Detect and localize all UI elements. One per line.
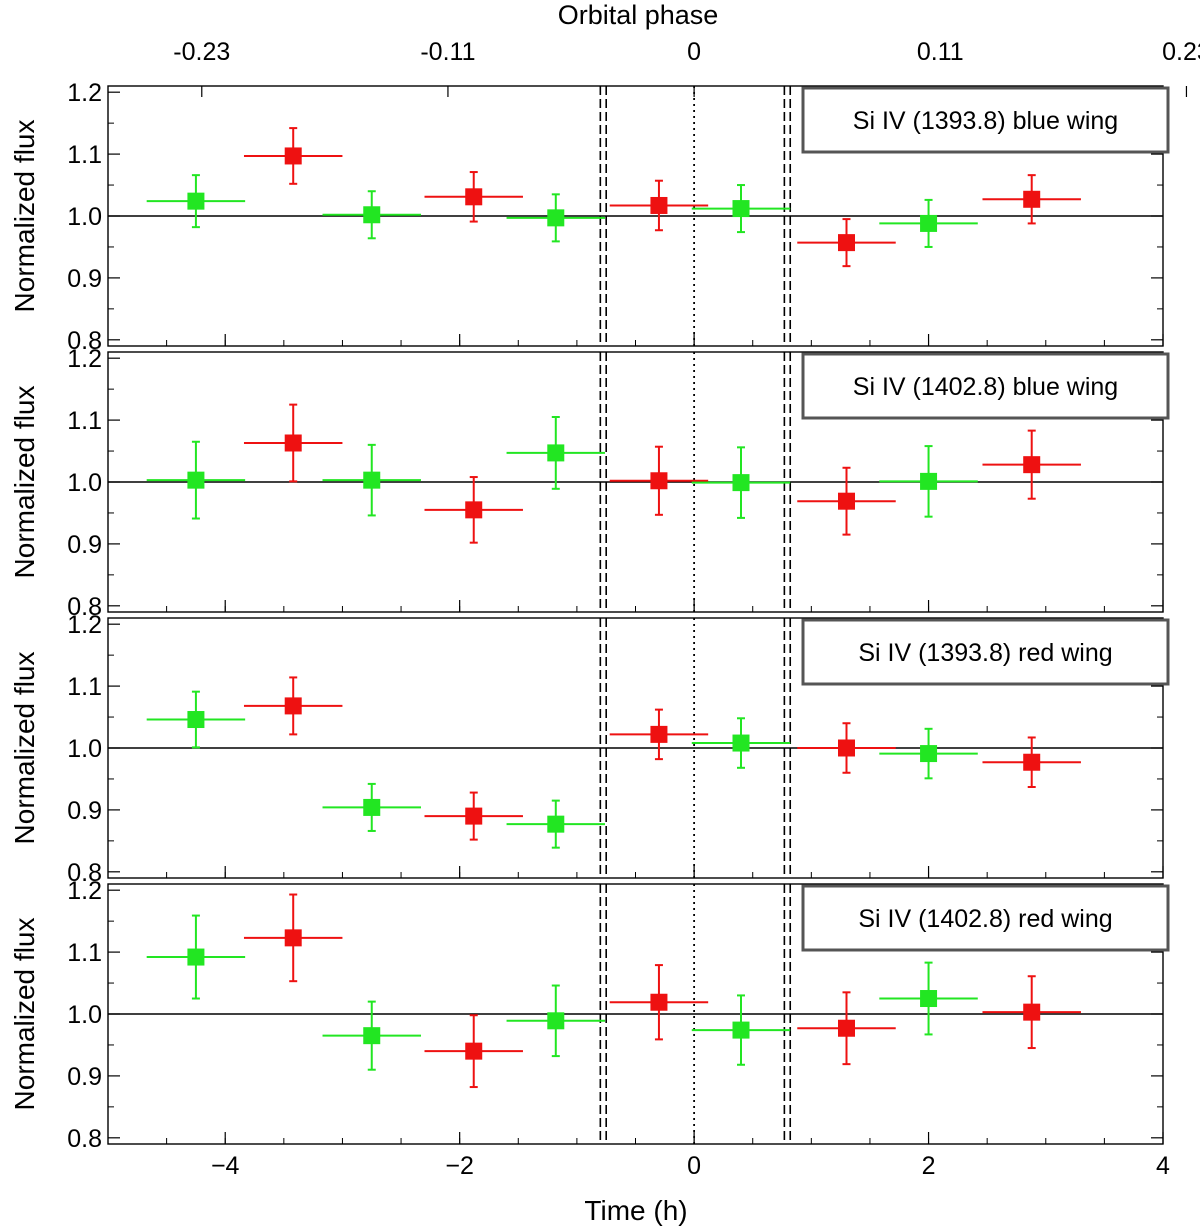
data-point [838,1019,855,1037]
y-tick-label: 0.9 [67,265,102,293]
data-point [732,734,750,752]
x-tick-label: 2 [922,1152,936,1180]
data-point [732,1021,750,1039]
data-point [732,200,750,218]
data-point [547,444,565,462]
y-axis-title: Normalized flux [9,120,40,313]
y-tick-label: 1.2 [67,877,102,905]
data-point [920,745,938,763]
data-point [187,711,205,729]
y-tick-label: 1.1 [67,673,102,701]
data-point [732,474,750,492]
y-tick-label: 1.0 [67,735,102,763]
x-axis-title: Time (h) [584,1195,687,1226]
data-point [547,815,565,833]
panel-title: Si IV (1393.8) blue wing [853,107,1118,135]
data-point [920,214,938,232]
data-point [284,147,302,165]
data-point [284,697,302,715]
y-tick-label: 0.8 [67,859,102,887]
top-tick-label: 0.11 [917,38,964,66]
data-point [363,206,381,224]
data-point [187,948,205,966]
data-point [284,434,302,452]
y-tick-label: 1.0 [67,469,102,497]
top-axis-title: Orbital phase [558,0,719,30]
data-point [465,807,483,825]
top-tick-label: -0.23 [173,38,230,66]
data-point [1023,1003,1041,1021]
y-tick-label: 0.8 [67,593,102,621]
y-tick-label: 1.1 [67,939,102,967]
data-point [547,1012,565,1030]
data-point [650,196,668,214]
panel-label-box [801,86,1170,154]
y-axis-title: Normalized flux [9,652,40,845]
y-tick-label: 1.2 [67,611,102,639]
y-tick-label: 0.8 [67,1125,102,1153]
y-tick-label: 0.9 [67,531,102,559]
y-tick-label: 1.2 [67,79,102,107]
y-tick-label: 1.1 [67,141,102,169]
x-tick-label: −2 [445,1152,474,1180]
data-point [838,739,855,757]
data-point [363,471,381,489]
data-point [187,471,205,489]
x-tick-label: −4 [211,1152,240,1180]
x-tick-label: 4 [1156,1152,1170,1180]
top-tick-label: 0.23 [1162,38,1200,66]
data-point [1023,190,1041,208]
data-point [838,492,855,510]
data-point [650,725,668,743]
panel-title: Si IV (1402.8) blue wing [853,373,1118,401]
data-point [547,209,565,227]
top-tick-label: -0.11 [420,38,475,66]
y-tick-label: 0.9 [67,797,102,825]
data-point [187,192,205,210]
data-point [1023,753,1041,771]
y-axis-title: Normalized flux [9,918,40,1111]
data-point [650,472,668,490]
data-point [465,188,483,206]
panel-label-box [801,618,1170,686]
panel-title: Si IV (1402.8) red wing [858,905,1112,933]
data-point [920,990,938,1008]
data-point [838,234,855,252]
panel-title: Si IV (1393.8) red wing [858,639,1112,667]
x-tick-label: 0 [687,1152,701,1180]
y-tick-label: 1.1 [67,407,102,435]
panel-label-box [801,352,1170,420]
data-point [284,929,302,947]
data-point [363,1027,381,1045]
data-point [920,472,938,490]
y-tick-label: 0.8 [67,327,102,355]
data-point [363,798,381,816]
y-tick-label: 1.2 [67,345,102,373]
data-point [465,1042,483,1060]
panel-label-box [801,884,1170,952]
top-tick-label: 0 [687,38,701,66]
data-point [1023,456,1041,474]
data-point [465,501,483,519]
y-tick-label: 1.0 [67,1001,102,1029]
y-axis-title: Normalized flux [9,386,40,579]
y-tick-label: 1.0 [67,203,102,231]
y-tick-label: 0.9 [67,1063,102,1091]
data-point [650,993,668,1011]
